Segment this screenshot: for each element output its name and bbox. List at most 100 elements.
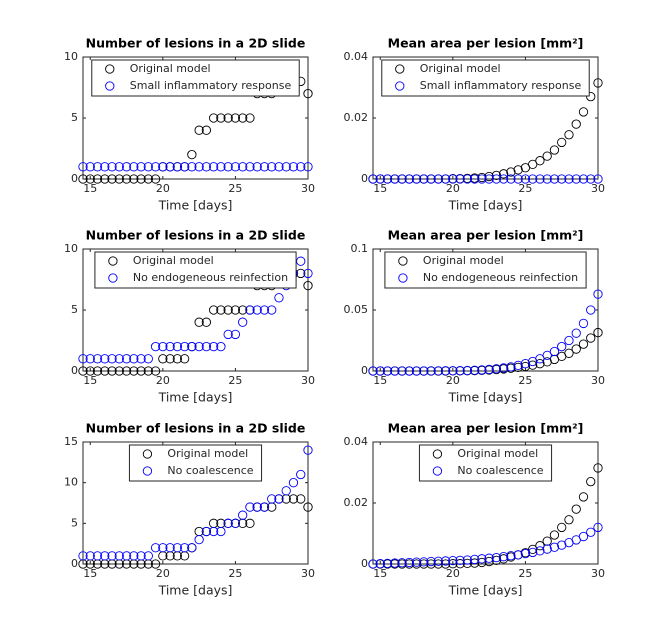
data-point [528,547,538,558]
data-point [223,162,233,172]
x-axis-label: Time [days] [448,390,523,405]
data-point [520,359,531,369]
subplot-title: Mean area per lesion [mm²] [388,36,584,51]
x-tick-label: 30 [591,374,605,387]
data-point [288,494,299,504]
x-tick-label: 25 [228,374,242,387]
data-point [208,162,219,172]
data-point [165,543,175,553]
legend: Original model Small inflammatory respons… [91,59,300,97]
data-point [201,162,212,172]
data-point [368,366,378,376]
data-point [129,551,139,561]
data-point [252,162,262,172]
data-point [535,174,545,184]
legend: Original model No endogeneous reinfection [384,251,587,289]
data-point [513,165,523,175]
data-point [267,162,277,172]
data-point [390,366,400,376]
data-point [506,167,516,177]
data-point [557,522,567,533]
data-point [259,162,270,172]
data-point [498,169,509,179]
data-point [564,348,574,358]
data-point [208,526,219,537]
legend-marker [395,81,405,91]
data-point [484,364,494,375]
data-point [114,551,124,561]
data-point [100,174,110,184]
data-point [114,174,124,184]
data-point [143,174,153,184]
data-point [535,546,545,556]
data-point [440,174,451,184]
data-point [136,551,146,561]
data-point [593,463,603,473]
data-point [578,318,589,329]
data-point [571,119,581,129]
data-point [578,107,589,117]
y-tick-label: 15 [64,435,78,448]
data-point [564,174,574,184]
data-point [129,354,139,364]
data-point [477,174,487,184]
data-point [208,113,219,123]
data-point [121,366,132,376]
data-point [85,551,95,561]
y-tick-label: 0 [361,364,368,377]
data-point [238,305,248,315]
subplot-title: Number of lesions in a 2D slide [86,228,306,243]
data-point [593,289,603,299]
data-point [448,366,458,376]
data-point [375,174,385,184]
x-axis-label: Time [days] [158,390,233,405]
data-point [85,354,95,364]
data-point [419,174,429,184]
data-point [542,174,552,184]
data-point [216,526,226,537]
legend-marker [105,64,115,74]
data-point [187,149,197,160]
data-point [390,558,400,568]
legend-marker [108,273,118,283]
data-point [303,162,313,172]
data-point [513,360,523,371]
subplot-title: Number of lesions in a 2D slide [86,421,306,436]
data-point [230,518,241,528]
data-point [245,518,255,528]
data-point [368,559,378,569]
legend-label: Small inflammatory response [420,79,582,92]
data-point [150,174,161,184]
data-point [92,162,103,172]
data-point [288,162,299,172]
x-tick-label: 30 [591,567,605,580]
data-point [150,341,161,352]
x-axis-label: Time [days] [158,198,233,213]
data-point [477,365,487,375]
data-point [513,550,523,560]
data-point [179,543,190,553]
data-point [158,341,168,352]
data-point [208,341,219,352]
data-point [216,162,226,172]
x-tick-label: 25 [518,567,532,580]
data-point [245,113,255,123]
legend-box [128,444,263,482]
data-point [201,341,212,352]
data-point [303,88,313,99]
data-point [440,556,451,566]
data-point [238,510,248,520]
data-point [107,366,117,376]
data-point [143,366,153,376]
data-point [216,341,226,352]
legend-label: Original model [457,447,538,460]
data-point [201,317,212,327]
data-point [267,305,277,315]
data-point [593,78,603,88]
data-point [469,554,480,565]
legend-label: No coalescence [167,464,253,477]
data-point [586,92,596,102]
x-tick-label: 20 [446,182,460,195]
data-point [491,170,502,180]
data-point [238,162,248,172]
